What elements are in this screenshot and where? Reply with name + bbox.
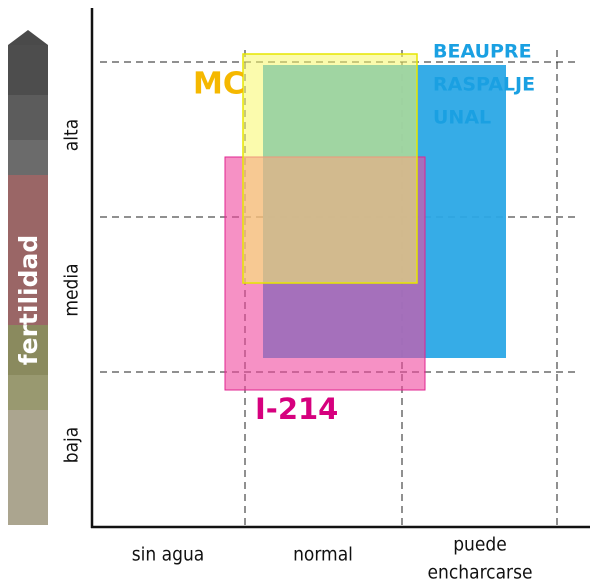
y-label: media [61, 263, 83, 316]
x-label: encharcarse [428, 562, 533, 584]
y-label: alta [61, 119, 83, 151]
fertility-scale: fertilidad [8, 30, 48, 525]
scale-segment [8, 175, 48, 325]
scale-segment [8, 140, 48, 175]
scale-segment [8, 375, 48, 410]
region-label: UNAL [433, 107, 491, 129]
x-label: normal [293, 544, 353, 566]
scale-title: fertilidad [14, 235, 43, 365]
scale-segment [8, 410, 48, 525]
y-label: baja [61, 427, 83, 464]
scale-segment [8, 95, 48, 140]
scale-segment [8, 45, 48, 95]
region-label: MC [193, 67, 245, 102]
scale-segment [8, 325, 48, 375]
region-label: I-214 [255, 392, 338, 426]
region-label: BEAUPRE [433, 41, 532, 63]
x-label: puede [453, 534, 507, 556]
region-label: RASPALJE [433, 74, 535, 96]
x-label: sin agua [132, 544, 205, 566]
region-mc [242, 53, 418, 284]
scale-arrow [8, 30, 48, 45]
